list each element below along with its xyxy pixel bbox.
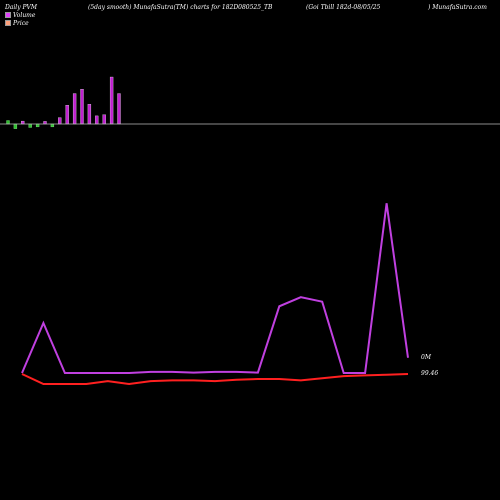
volume-bar [50, 123, 55, 128]
legend-price-swatch [5, 20, 11, 26]
volume-bar [80, 89, 84, 125]
volume-bar [72, 93, 77, 125]
volume-bar [87, 104, 92, 125]
volume-bar [109, 76, 114, 125]
chart-title-center: (5day smooth) MunafaSutra(TM) charts for… [88, 4, 273, 11]
legend-price: Price [5, 19, 35, 27]
volume-bar [65, 105, 69, 125]
volume-bar [95, 115, 99, 125]
legend-volume: Volume [5, 11, 35, 19]
chart-title-symbol: (Goi Tbill 182d-08/05/25 [306, 4, 381, 11]
volume-bars [6, 76, 121, 129]
legend-volume-swatch [5, 12, 11, 18]
volume-bar [58, 117, 62, 125]
smoothed-annotation: 0M [421, 354, 432, 361]
volume-bar [13, 123, 18, 129]
smoothed-series-line [21, 203, 409, 374]
volume-bar [117, 93, 121, 125]
volume-bar [21, 120, 25, 125]
volume-bar [102, 114, 106, 125]
legend: Volume Price [5, 11, 35, 27]
legend-price-label: Price [13, 19, 29, 27]
legend-volume-label: Volume [13, 11, 36, 19]
price-series-line [21, 373, 409, 386]
price-annotation: 99.46 [421, 370, 438, 377]
volume-bar [35, 123, 40, 128]
volume-bar [6, 120, 10, 125]
chart-title-left: Daily PVM [5, 4, 38, 11]
volume-bar [28, 123, 32, 128]
chart-title-site: ) MunafaSutra.com [428, 4, 487, 11]
